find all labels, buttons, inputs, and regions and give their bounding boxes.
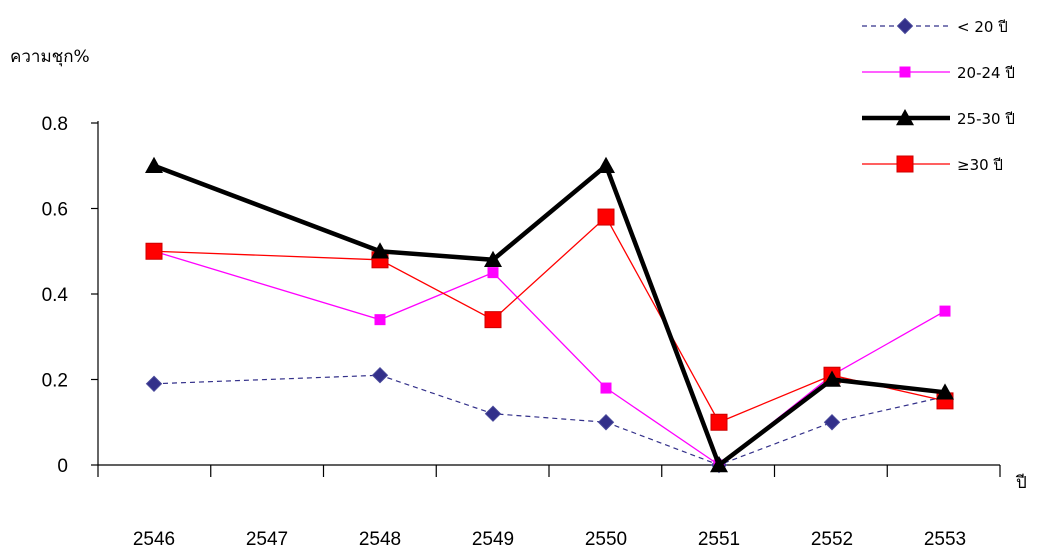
legend-label: < 20 ปี	[957, 18, 1008, 36]
series-2	[145, 156, 954, 473]
legend-item: ≥30 ปี	[862, 155, 1003, 174]
legend-marker	[896, 155, 914, 173]
data-point	[823, 414, 841, 431]
data-point	[145, 375, 163, 392]
legend-marker	[896, 17, 914, 35]
series-line	[153, 250, 946, 466]
axes: 0 0.2 0.4 0.6 0.8 2546 2547 2548 2549 2550 2551 255…	[42, 114, 1001, 548]
legend-label: 20-24 ปี	[957, 64, 1015, 82]
y-tick-label: 0.2	[42, 371, 68, 392]
y-axis-title: ความชุก%	[10, 47, 90, 67]
data-point	[597, 208, 615, 226]
data-point	[936, 383, 954, 400]
series-layer	[145, 156, 954, 474]
data-point	[939, 305, 951, 317]
data-point	[371, 242, 389, 259]
data-point	[597, 414, 615, 431]
x-tick-label: 2548	[359, 529, 401, 548]
x-tick-label: 2551	[698, 529, 740, 548]
data-point	[145, 242, 163, 260]
legend-label: 25-30 ปี	[957, 110, 1015, 128]
data-point	[600, 382, 612, 394]
data-point	[484, 311, 502, 329]
legend-item: < 20 ปี	[862, 17, 1008, 36]
data-point	[597, 156, 615, 173]
legend-item: 20-24 ปี	[862, 64, 1015, 82]
series-3	[145, 208, 954, 431]
legend-marker	[896, 109, 914, 126]
legend-label: ≥30 ปี	[957, 156, 1003, 174]
data-point	[374, 314, 386, 326]
x-tick-label: 2546	[133, 529, 175, 548]
series-line	[153, 216, 946, 424]
data-point	[710, 413, 728, 431]
data-point	[710, 456, 728, 473]
y-tick-label: 0.8	[42, 114, 68, 135]
data-point	[371, 367, 389, 384]
x-tick-label: 2549	[472, 529, 514, 548]
legend-marker	[899, 66, 911, 78]
x-axis-title: ปี	[1015, 473, 1027, 493]
data-point	[823, 370, 841, 387]
data-point	[145, 156, 163, 173]
y-tick-label: 0	[57, 456, 68, 477]
x-tick-label: 2547	[246, 529, 288, 548]
y-tick-label: 0.6	[42, 200, 68, 221]
data-point	[484, 405, 502, 422]
legend-item: 25-30 ปี	[862, 109, 1015, 128]
data-point	[487, 267, 499, 279]
y-tick-label: 0.4	[42, 285, 69, 306]
x-tick-label: 2553	[924, 529, 966, 548]
data-point	[484, 250, 502, 267]
series-1	[148, 245, 951, 471]
x-tick-label: 2552	[811, 529, 853, 548]
legend: < 20 ปี 20-24 ปี 25-30 ปี ≥30 ปี	[862, 17, 1015, 174]
x-tick-label: 2550	[585, 529, 627, 548]
